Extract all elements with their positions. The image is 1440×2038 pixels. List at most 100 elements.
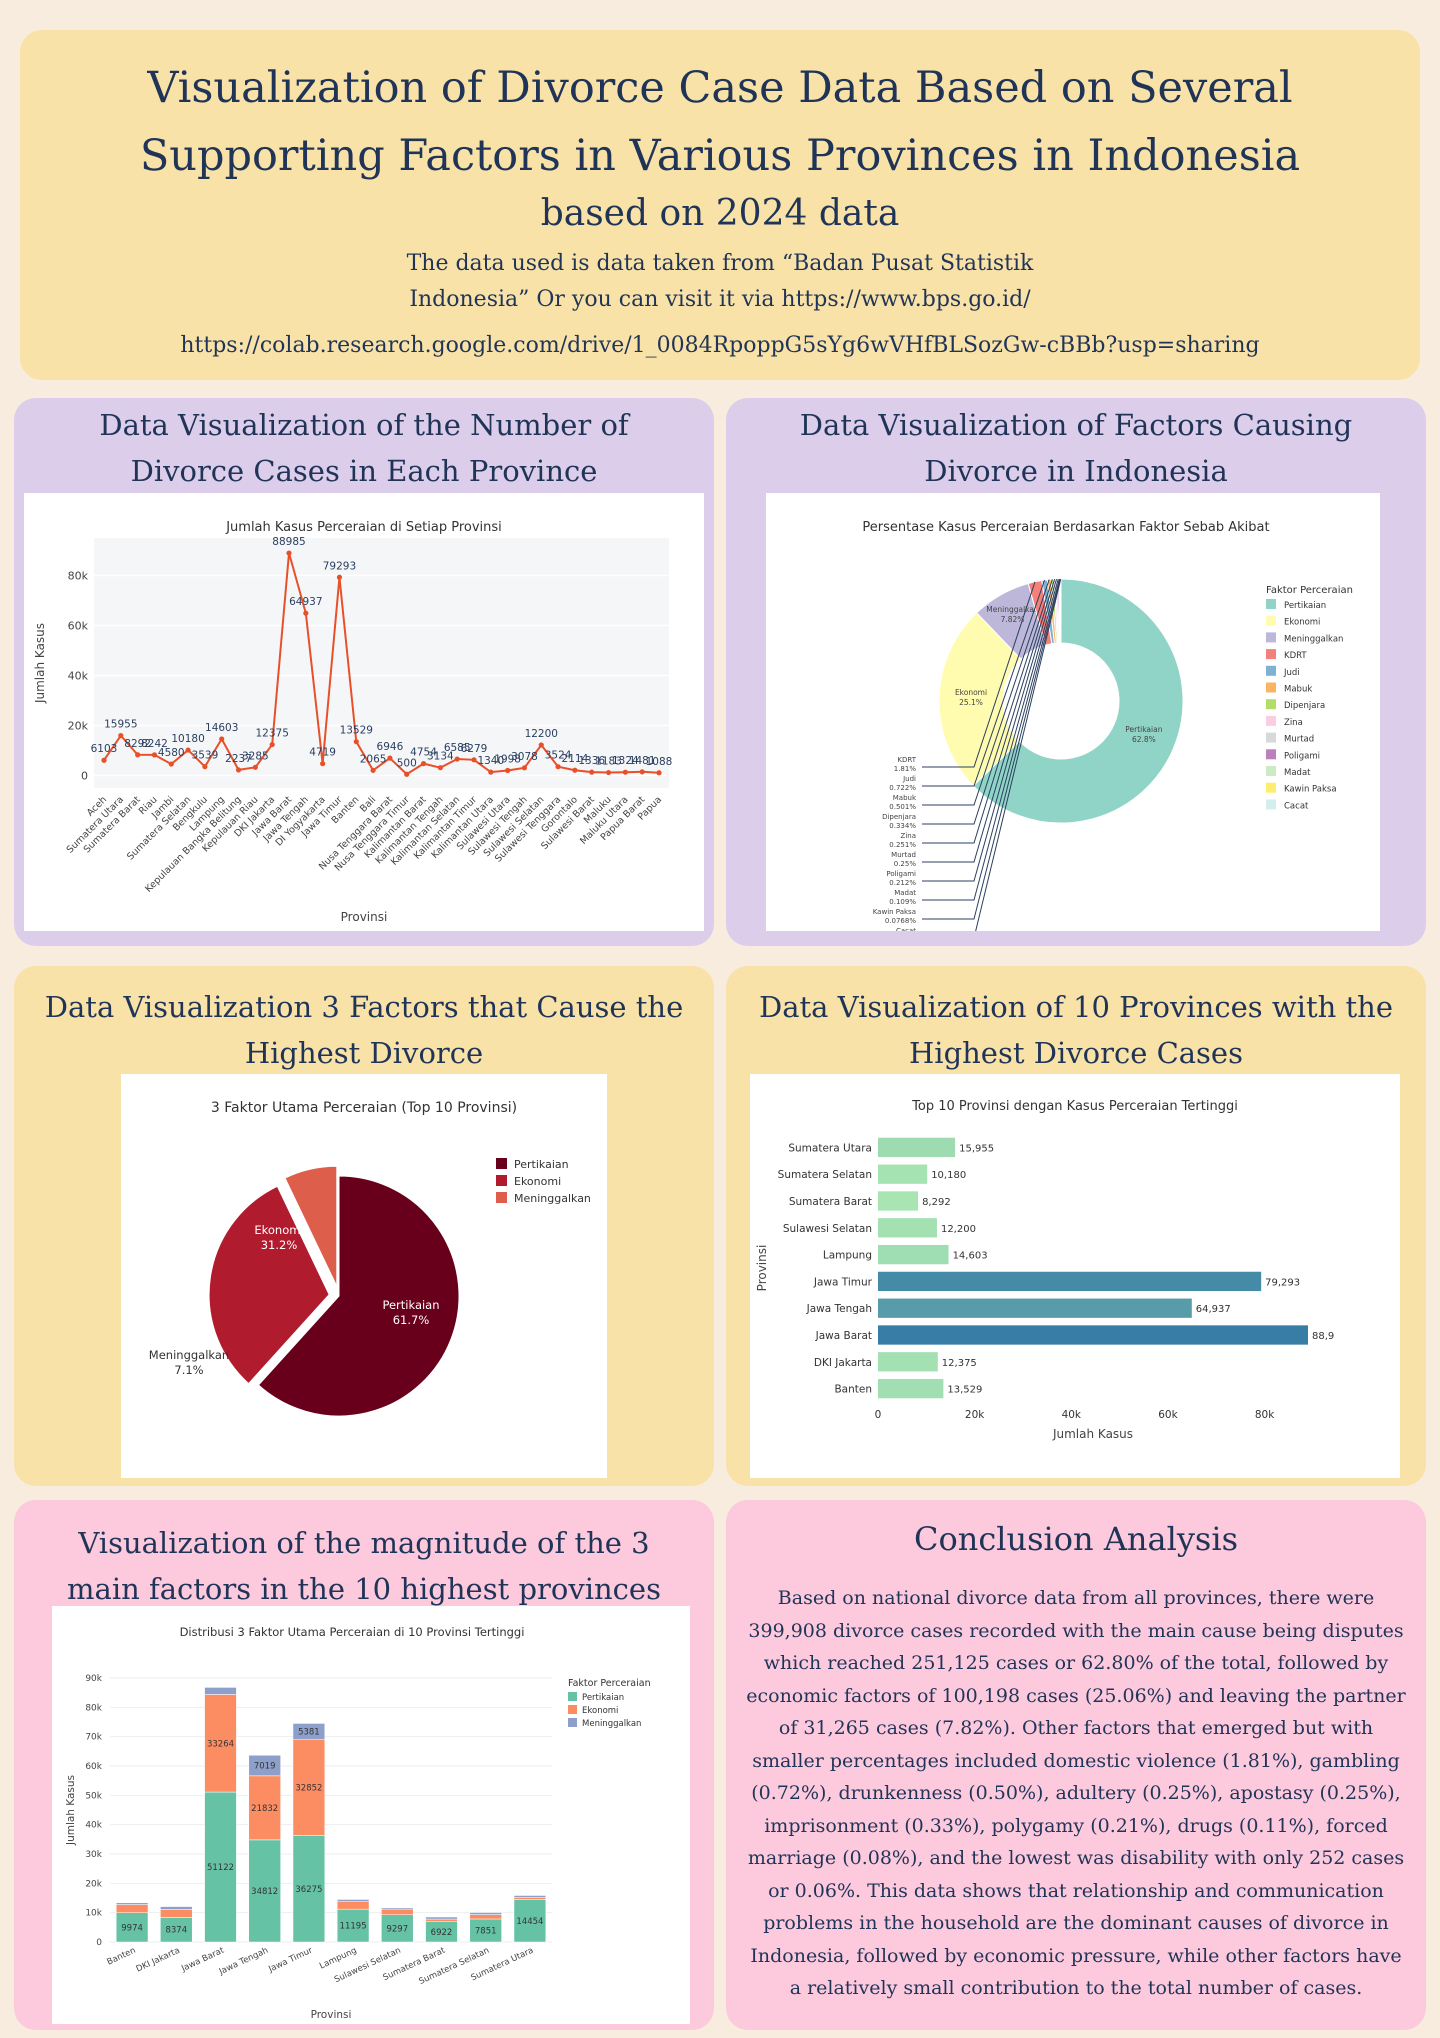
leader-line (922, 579, 1050, 806)
y-tick-label: 40k (85, 1821, 102, 1831)
y-tick-label: Jawa Tengah (806, 1303, 872, 1315)
y-tick-label: 0 (96, 1938, 102, 1948)
legend-swatch (1266, 799, 1276, 810)
conclusion-text: Based on national divorce data from all … (746, 1587, 1406, 1999)
segment-label: 9974 (121, 1923, 143, 1933)
stack-segment (248, 1755, 281, 1777)
y-tick-label: 20k (68, 720, 89, 733)
legend-entry: Judi (1283, 668, 1300, 678)
data-point (605, 769, 612, 776)
slice-name: Ekonomi (254, 1223, 303, 1237)
data-point (135, 752, 141, 758)
data-label: 6946 (377, 741, 404, 753)
data-source-description: The data used is data taken from “Badan … (406, 251, 1034, 312)
stack-segment (115, 1912, 149, 1943)
slice-label: 7.1% (174, 1363, 203, 1377)
legend-swatch (568, 1692, 577, 1701)
stack-segment (336, 1900, 370, 1910)
stack-segment (204, 1694, 237, 1793)
y-tick-label: Lampung (823, 1250, 872, 1262)
data-label: 14,603 (953, 1251, 988, 1262)
segment-label: 5381 (298, 1727, 320, 1737)
segment-label: 21832 (251, 1804, 278, 1814)
data-label: 88985 (272, 536, 305, 548)
legend-swatch (1266, 665, 1276, 676)
legend-entry: Mabuk (1284, 685, 1312, 695)
legend-swatch (1266, 615, 1276, 626)
data-label: 12200 (525, 728, 558, 740)
y-tick-label: 70k (85, 1733, 102, 1743)
data-label: 6103 (91, 743, 118, 755)
stacked-chart-box: Distribusi 3 Faktor Utama Perceraian di … (52, 1606, 690, 2024)
segment-label: 9297 (386, 1924, 408, 1934)
chart-title: Top 10 Provinsi dengan Kasus Perceraian … (911, 1099, 1238, 1114)
data-point (252, 764, 258, 770)
chart-title: Persentase Kasus Perceraian Berdasarkan … (862, 520, 1269, 535)
data-point (185, 747, 191, 753)
data-point (437, 765, 443, 771)
panel-pie-chart: Data Visualization 3 Factors that Cause … (14, 966, 714, 1486)
page-subtitle: based on 2024 data (540, 193, 900, 234)
stack-segment (204, 1791, 237, 1943)
data-point (387, 755, 393, 761)
slice-label: 0.722% (889, 784, 916, 792)
segment-label: 7851 (475, 1926, 497, 1936)
stack-segment (248, 1775, 281, 1841)
stack-segment (292, 1723, 326, 1740)
leader-line (922, 578, 1057, 863)
y-tick-label: 90k (85, 1674, 102, 1684)
slice-name: Kawin Paksa (873, 908, 916, 916)
stack-segment (336, 1899, 370, 1902)
legend-entry: Ekonomi (1284, 618, 1320, 628)
data-label: 1324 (612, 755, 639, 767)
legend-entry: KDRT (1284, 651, 1307, 661)
x-tick-label: 40k (1062, 1409, 1082, 1421)
x-tick-label: Jawa Tengah (217, 1946, 270, 1978)
data-point (320, 761, 326, 767)
stack-segment (381, 1914, 414, 1943)
panel-stacked-title: Visualization of the magnitude of the 3 … (67, 1526, 661, 1606)
segment-label: 7019 (254, 1762, 276, 1772)
slice-label: 0.0768% (885, 917, 916, 925)
stack-segment (469, 1912, 502, 1915)
chart-title: Distribusi 3 Faktor Utama Perceraian di … (180, 1625, 525, 1639)
legend-entry: Pertikaian (1284, 601, 1326, 611)
slice-name: Dipenjara (882, 813, 916, 821)
data-point (118, 733, 124, 739)
slice-name: Poligami (886, 870, 916, 878)
legend-entry: Meninggalkan (514, 1192, 591, 1205)
segment-label: 8374 (165, 1926, 187, 1936)
y-tick-label: 60k (85, 1762, 102, 1772)
donut-chart: Persentase Kasus Perceraian Berdasarkan … (862, 520, 1353, 944)
data-point (404, 771, 410, 777)
stack-segment (336, 1908, 370, 1943)
segment-label: 11195 (340, 1922, 367, 1932)
data-label: 3285 (242, 750, 269, 762)
legend-swatch (496, 1175, 507, 1186)
panel-hbar-title: Data Visualization of 10 Provinces with … (758, 990, 1393, 1070)
data-label: 4580 (158, 747, 185, 759)
data-label: 8,292 (922, 1197, 951, 1208)
data-point (471, 757, 477, 763)
slice-label: 0.25% (894, 860, 917, 868)
legend-entry: Ekonomi (582, 1706, 618, 1716)
x-tick-label: Jawa Timur (266, 1945, 314, 1975)
data-point (622, 769, 628, 775)
y-tick-label: Sumatera Utara (788, 1142, 872, 1154)
data-label: 64,937 (1196, 1304, 1231, 1315)
data-label: 79293 (323, 560, 356, 572)
legend-entry: Poligami (1284, 751, 1320, 761)
data-point (286, 550, 292, 556)
slice-name: Murtad (891, 851, 916, 859)
legend-entry: Ekonomi (514, 1175, 561, 1188)
stack-segment (292, 1835, 326, 1943)
legend-entry: Cacat (1284, 801, 1309, 811)
legend-swatch (496, 1192, 507, 1203)
colab-link[interactable]: https://colab.research.google.com/drive/… (180, 333, 1260, 358)
data-label: 13529 (340, 725, 373, 737)
legend-swatch (1266, 766, 1276, 776)
stack-segment (115, 1904, 149, 1913)
y-tick-label: 60k (68, 620, 89, 633)
hbar (878, 1191, 919, 1211)
data-label: 1998 (494, 754, 521, 766)
